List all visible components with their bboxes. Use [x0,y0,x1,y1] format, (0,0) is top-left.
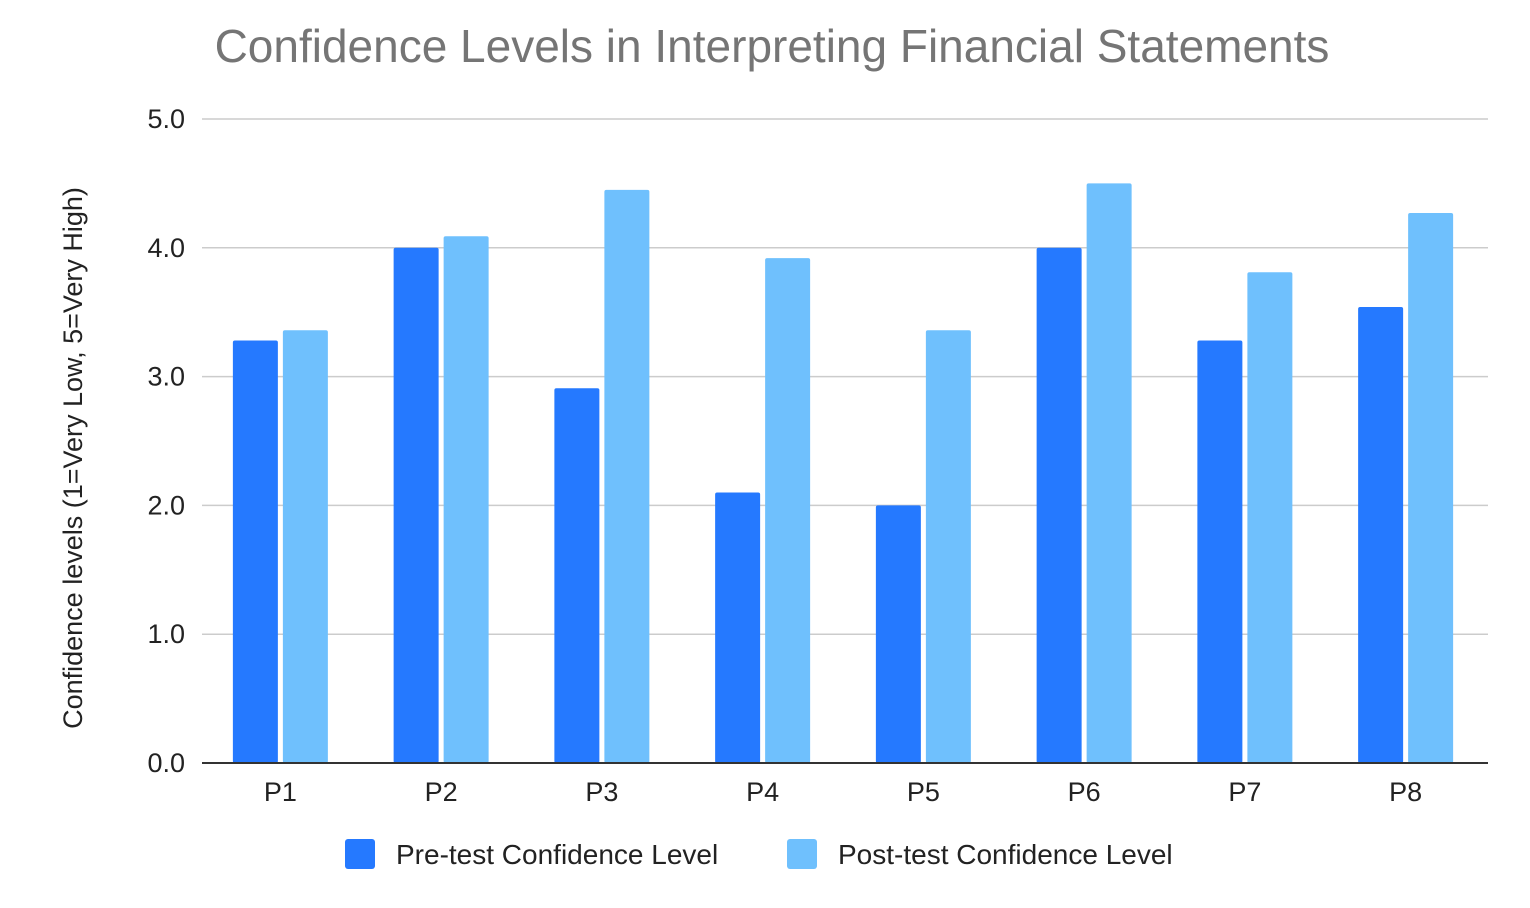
bar-pre-p8 [1358,307,1404,763]
y-axis-ticks: 0.0 1.0 2.0 3.0 4.0 5.0 [147,104,185,778]
bar-pre-p6 [1036,247,1082,764]
x-axis-ticks: P1 P2 P3 P4 P5 P6 P7 P8 [264,777,1422,807]
bar-post-p4 [765,258,811,763]
bar-post-p1 [282,330,328,763]
y-tick-label: 4.0 [147,233,185,263]
legend-swatch [345,839,375,869]
bar-post-p5 [925,330,971,763]
x-tick-label: P6 [1068,777,1101,807]
x-tick-label: P7 [1228,777,1261,807]
bar-pre-p5 [875,505,921,763]
legend: Pre-test Confidence Level Post-test Confi… [345,839,1173,870]
y-tick-label: 5.0 [147,104,185,134]
bar-pre-p7 [1197,340,1243,763]
bar-pre-p4 [715,492,761,763]
bar-pre-p2 [393,247,439,764]
y-tick-label: 3.0 [147,362,185,392]
chart-title: Confidence Levels in Interpreting Financ… [215,20,1330,72]
bars [232,183,1454,764]
legend-swatch [787,839,817,869]
x-tick-label: P2 [425,777,458,807]
y-tick-label: 2.0 [147,490,185,520]
x-tick-label: P1 [264,777,297,807]
y-axis-label: Confidence levels (1=Very Low, 5=Very Hi… [58,187,88,729]
bar-post-p2 [443,236,489,763]
x-tick-label: P5 [907,777,940,807]
bar-post-p6 [1086,183,1132,763]
x-tick-label: P4 [746,777,779,807]
x-tick-label: P3 [585,777,618,807]
bar-post-p3 [604,189,650,764]
bar-post-p8 [1408,213,1454,764]
bar-pre-p3 [554,388,600,763]
x-tick-label: P8 [1389,777,1422,807]
y-tick-label: 1.0 [147,619,185,649]
y-tick-label: 0.0 [147,748,185,778]
legend-label: Post-test Confidence Level [838,839,1173,870]
bar-post-p7 [1247,272,1293,763]
legend-label: Pre-test Confidence Level [396,839,718,870]
bar-pre-p1 [232,340,278,763]
